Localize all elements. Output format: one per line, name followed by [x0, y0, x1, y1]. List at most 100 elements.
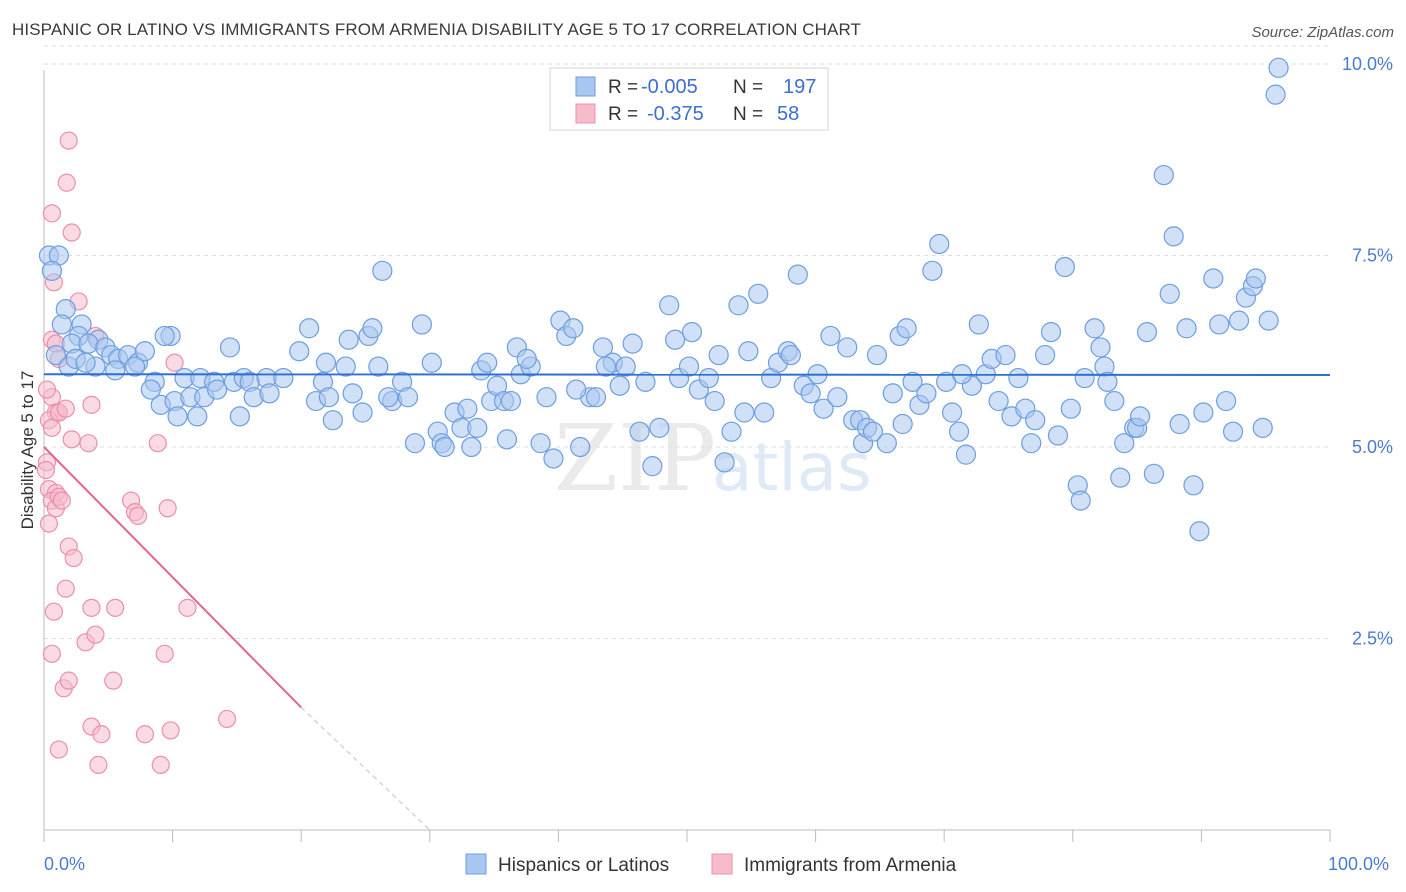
- data-point: [1040, 322, 1062, 343]
- trend-line-hispanic: [43, 373, 1331, 376]
- data-point: [42, 644, 62, 663]
- bottom-legend-label-armenia: Immigrants from Armenia: [744, 855, 957, 876]
- data-point: [942, 402, 963, 423]
- data-point: [457, 398, 478, 419]
- data-point: [51, 314, 72, 335]
- data-point: [124, 356, 146, 377]
- data-point: [86, 625, 105, 644]
- data-point: [1114, 433, 1135, 454]
- data-point: [595, 356, 616, 377]
- data-point: [362, 318, 383, 339]
- y-axis-title: Disability Age 5 to 17: [18, 371, 37, 530]
- data-point: [929, 233, 950, 255]
- data-point: [609, 375, 630, 396]
- data-point: [1252, 417, 1273, 438]
- data-point: [229, 406, 250, 427]
- data-point: [728, 295, 749, 316]
- data-point: [1228, 310, 1250, 331]
- data-point: [1265, 84, 1286, 105]
- data-point: [322, 410, 343, 431]
- data-point: [649, 417, 670, 438]
- hispanic-points: [38, 57, 1289, 542]
- data-point: [52, 491, 71, 510]
- data-point: [1008, 367, 1029, 389]
- data-point: [41, 260, 63, 281]
- data-point: [338, 329, 359, 350]
- data-point: [1143, 463, 1165, 484]
- data-point: [902, 371, 923, 392]
- data-point: [219, 337, 241, 358]
- data-point: [151, 755, 170, 774]
- data-point: [813, 398, 834, 419]
- data-point: [704, 390, 725, 412]
- data-point: [1136, 322, 1158, 343]
- data-point: [1268, 57, 1289, 78]
- trend-line-armenia-extension: [300, 707, 431, 831]
- data-point: [342, 383, 363, 404]
- data-point: [635, 371, 656, 392]
- data-point: [57, 173, 76, 192]
- watermark-zip: ZIP: [554, 405, 716, 512]
- armenia-points: [36, 131, 237, 774]
- data-point: [161, 721, 180, 740]
- data-point: [642, 456, 663, 477]
- data-point: [566, 379, 587, 400]
- watermark-atlas: atlas: [712, 429, 872, 506]
- data-point: [1129, 406, 1151, 427]
- data-point: [1183, 475, 1204, 496]
- data-point: [49, 740, 68, 759]
- legend-n-value-2: 58: [777, 103, 799, 125]
- y-tick-label: 5.0%: [1352, 437, 1393, 457]
- data-point: [615, 356, 636, 377]
- bottom-legend-label-hispanic: Hispanics or Latinos: [498, 855, 669, 876]
- data-point: [128, 506, 148, 526]
- legend-swatch-blue: [575, 76, 596, 97]
- data-point: [738, 341, 759, 362]
- data-point: [158, 499, 177, 518]
- data-point: [135, 725, 155, 744]
- data-point: [1216, 390, 1237, 412]
- data-point: [1176, 318, 1197, 339]
- data-point: [780, 344, 801, 366]
- data-point: [1153, 164, 1174, 186]
- data-point: [516, 348, 537, 370]
- data-point: [105, 360, 126, 381]
- data-point: [217, 709, 237, 729]
- data-point: [1169, 413, 1190, 435]
- data-point: [178, 598, 197, 617]
- data-point: [461, 436, 482, 458]
- data-point: [721, 421, 742, 442]
- x-ticks: [43, 830, 1331, 842]
- data-point: [404, 433, 426, 454]
- data-point: [1189, 521, 1210, 542]
- data-point: [289, 341, 310, 362]
- data-point: [78, 333, 99, 354]
- data-point: [896, 318, 917, 339]
- data-point: [62, 223, 81, 242]
- data-point: [352, 402, 373, 423]
- data-point: [434, 436, 455, 458]
- legend-swatch-pink: [575, 103, 596, 124]
- data-point: [42, 204, 62, 223]
- data-point: [1163, 226, 1184, 247]
- data-point: [681, 322, 703, 343]
- data-point: [837, 337, 858, 358]
- data-point: [948, 421, 970, 442]
- data-point: [1025, 410, 1046, 431]
- y-tick-label: 7.5%: [1352, 246, 1393, 266]
- data-point: [995, 344, 1016, 366]
- data-point: [92, 725, 111, 744]
- data-point: [659, 295, 680, 316]
- data-point: [140, 379, 161, 400]
- data-point: [536, 387, 557, 408]
- data-point: [259, 383, 280, 404]
- trend-line-armenia: [43, 446, 302, 709]
- data-point: [42, 418, 62, 437]
- data-point: [155, 644, 174, 663]
- data-point: [315, 352, 337, 373]
- data-point: [570, 436, 591, 458]
- data-point: [820, 325, 841, 347]
- data-point: [154, 325, 175, 347]
- legend-r-label-1: R =: [608, 77, 638, 98]
